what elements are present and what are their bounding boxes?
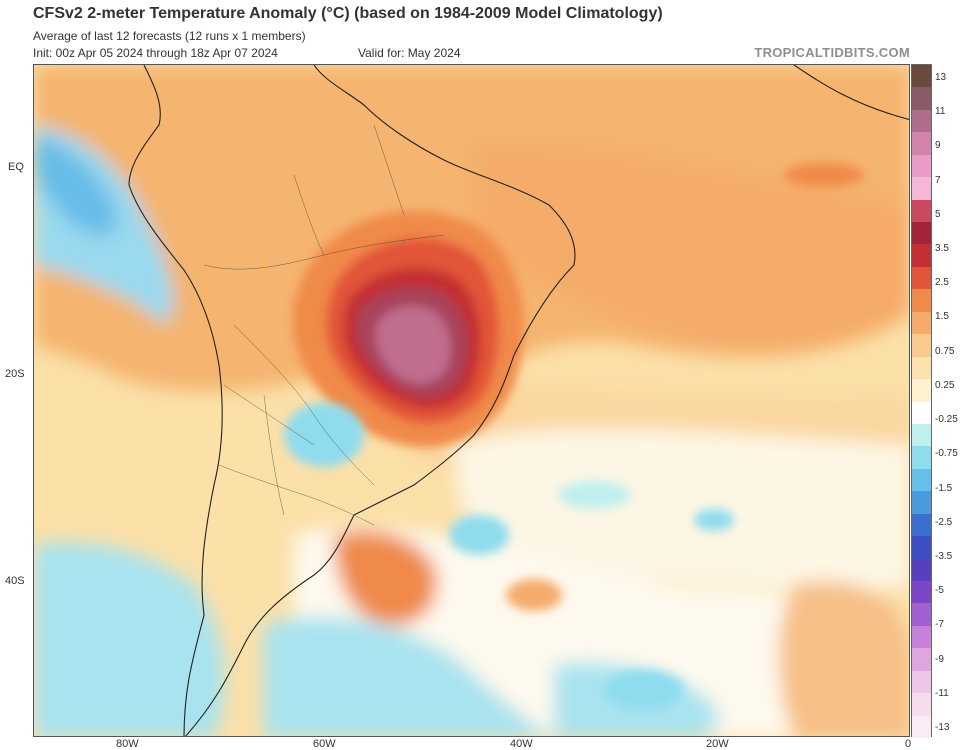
colorbar-swatch xyxy=(912,379,931,402)
colorbar-tick-label: 3.5 xyxy=(935,243,949,255)
map-title: CFSv2 2-meter Temperature Anomaly (°C) (… xyxy=(33,5,663,22)
colorbar-tick-label: -11 xyxy=(935,687,949,699)
colorbar-swatch xyxy=(912,244,931,268)
lat-label-40s: 40S xyxy=(5,575,25,587)
colorbar-tick-label: -1.5 xyxy=(935,482,953,494)
pacific-cool-core xyxy=(34,135,117,236)
colorbar-tick-label: -7 xyxy=(935,619,944,631)
colorbar-swatch xyxy=(912,65,931,88)
border-4 xyxy=(218,464,375,526)
atlantic-cool-2 xyxy=(558,481,630,509)
colorbar-swatch xyxy=(912,558,931,582)
colorbar-swatch xyxy=(912,603,931,627)
atlantic-coast xyxy=(185,65,576,736)
colorbar-swatch xyxy=(912,693,931,717)
colorbar-tick-label: -0.25 xyxy=(935,414,958,426)
atlantic-warm-lobe xyxy=(474,143,909,350)
init-time: Init: 00z Apr 05 2024 through 18z Apr 07… xyxy=(33,46,278,60)
argentina-warm-tongue xyxy=(334,531,438,625)
colorbar-tick-label: 11 xyxy=(935,106,946,118)
southeast-warm xyxy=(779,581,909,736)
colorbar-swatch xyxy=(912,356,931,380)
border-5 xyxy=(263,394,285,516)
colorbar-swatch xyxy=(912,446,931,470)
colorbar-tick-label: -2.5 xyxy=(935,516,953,528)
colorbar-swatch xyxy=(912,715,931,739)
border-2 xyxy=(233,324,375,486)
atlantic-cool-4 xyxy=(604,670,684,710)
equatorial-warm-spot xyxy=(784,163,864,187)
colorbar-tick-label: 2.5 xyxy=(935,277,949,289)
border-6 xyxy=(293,174,325,256)
paraguay-cool xyxy=(284,403,364,467)
colorbar-tick-label: 1.5 xyxy=(935,311,949,323)
colorbar-swatch xyxy=(912,289,931,313)
colorbar-swatch xyxy=(912,670,931,694)
lon-label-60w: 60W xyxy=(313,738,336,750)
cool-blobs xyxy=(284,163,864,710)
colorbar-tick-label: 5 xyxy=(935,208,941,220)
border-3 xyxy=(223,384,315,446)
colorbar-swatch xyxy=(912,423,931,447)
colorbar-tick-label: -5 xyxy=(935,585,944,597)
colorbar-swatch xyxy=(912,468,931,492)
atlantic-warm-spot xyxy=(506,579,562,611)
colorbar-swatch xyxy=(912,311,931,335)
colorbar-tick-label: 13 xyxy=(935,72,947,83)
lon-label-20w: 20W xyxy=(706,738,729,750)
colorbar-swatch xyxy=(912,199,931,223)
neutral-patch xyxy=(454,429,909,591)
colorbar-swatch xyxy=(912,625,931,649)
atlantic-cool-1 xyxy=(449,515,509,555)
colorbar-tick-label: -3.5 xyxy=(935,550,953,562)
colorbar-swatch xyxy=(912,648,931,672)
lat-label-eq: EQ xyxy=(8,161,24,173)
colorbar-tick-label: 9 xyxy=(935,140,941,152)
colorbar-swatch xyxy=(912,513,931,537)
valid-time: Valid for: May 2024 xyxy=(358,46,461,60)
lon-label-0: 0 xyxy=(905,738,912,750)
colorbar-swatch xyxy=(912,580,931,604)
south-atlantic-cool xyxy=(264,617,552,736)
colorbar-swatch xyxy=(912,491,931,515)
colorbar-swatch xyxy=(912,132,931,156)
colorbar-swatch xyxy=(912,222,931,245)
colorbar-swatch xyxy=(912,154,931,178)
map-subtitle: Average of last 12 forecasts (12 runs x … xyxy=(33,29,306,43)
atlantic-cool-3 xyxy=(694,509,734,531)
anomaly-map xyxy=(33,64,910,737)
lon-label-80w: 80W xyxy=(116,738,139,750)
lon-label-40w: 40W xyxy=(510,738,533,750)
colorbar-swatch xyxy=(912,87,931,111)
colorbar-swatch xyxy=(912,401,931,425)
colorbar-swatch xyxy=(912,177,931,201)
core-level-5 xyxy=(375,305,451,384)
colorbar-tick-label: -9 xyxy=(935,653,944,665)
coastlines xyxy=(128,65,909,736)
colorbar-swatch xyxy=(912,109,931,133)
brazil-heat-core xyxy=(292,211,524,448)
lat-label-20s: 20S xyxy=(5,368,25,380)
colorbar-tick-label: -13 xyxy=(935,722,950,733)
colorbar-swatch xyxy=(912,536,931,560)
colorbar-swatch xyxy=(912,266,931,290)
colorbar-swatch xyxy=(912,334,931,358)
africa-coast xyxy=(793,65,909,121)
colorbar-tick-label: 7 xyxy=(935,174,941,186)
brand-watermark: TROPICALTIDBITS.COM xyxy=(754,45,910,60)
colorbar-tick-label: 0.75 xyxy=(935,345,955,357)
colorbar-tick-label: 0.25 xyxy=(935,379,955,391)
colorbar xyxy=(911,64,932,739)
pacific-coast xyxy=(128,65,223,736)
map-canvas xyxy=(34,65,909,736)
political-borders xyxy=(203,124,445,526)
border-7 xyxy=(373,124,405,216)
pacific-cool-south xyxy=(34,542,225,736)
colorbar-tick-label: -0.75 xyxy=(935,448,958,460)
